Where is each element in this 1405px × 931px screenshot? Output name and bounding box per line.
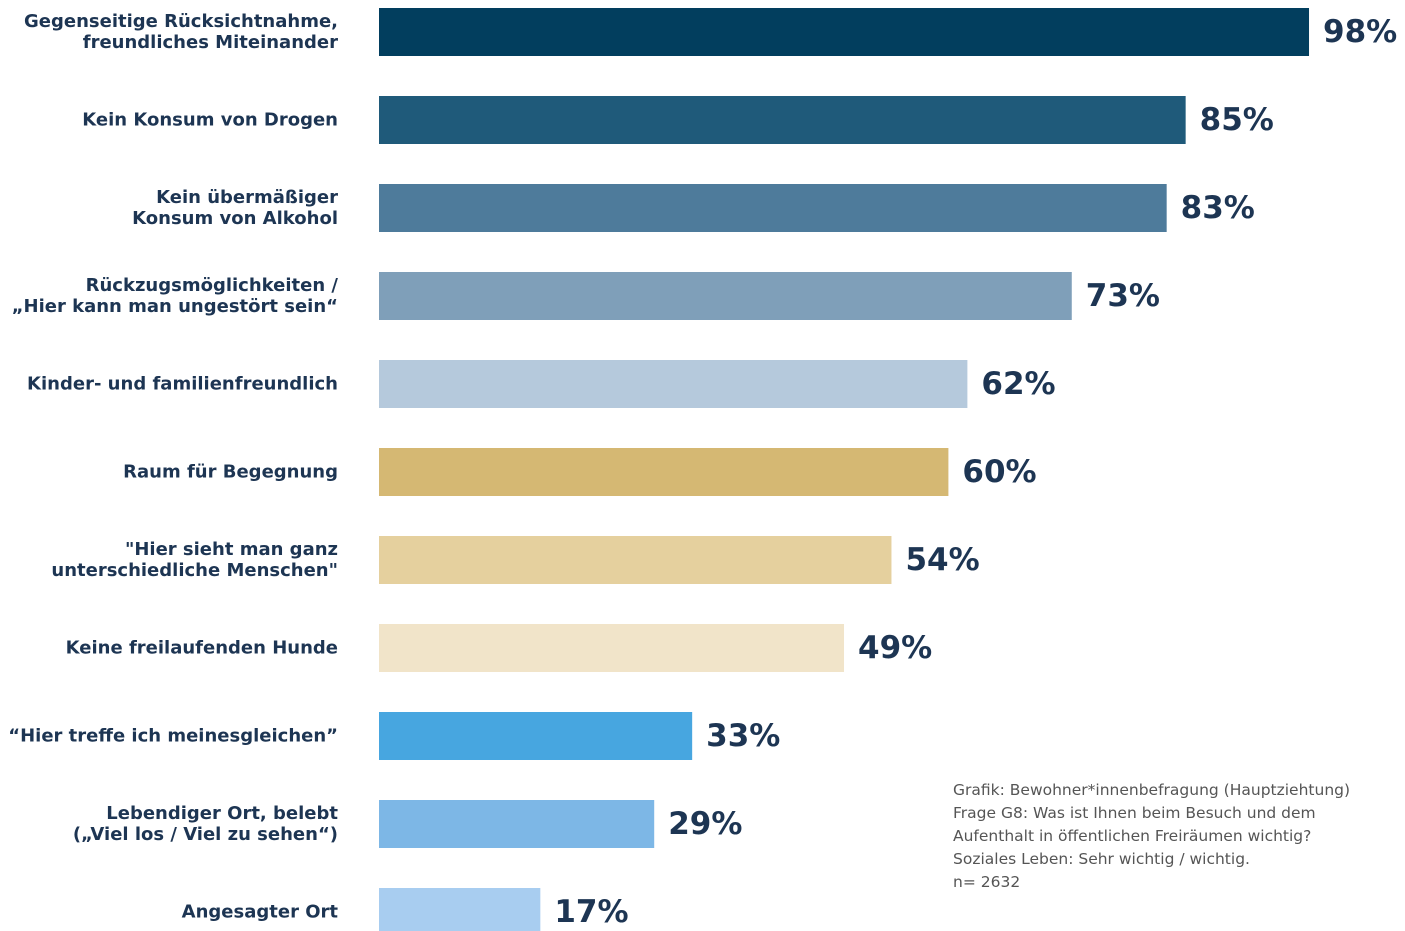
bar <box>379 888 541 931</box>
bar <box>379 800 655 848</box>
value-label: 83% <box>1180 190 1255 226</box>
category-label: "Hier sieht man ganz unterschiedliche Me… <box>51 539 338 581</box>
note-line: Soziales Leben: Sehr wichtig / wichtig. <box>953 850 1250 868</box>
value-label: 49% <box>858 630 933 666</box>
note: Grafik: Bewohner*innenbefragung (Hauptzi… <box>953 779 1350 894</box>
bar <box>379 272 1072 320</box>
value-label: 33% <box>706 718 781 754</box>
value-label: 73% <box>1085 278 1160 314</box>
category-label: Keine freilaufenden Hunde <box>65 637 338 659</box>
bar <box>379 448 949 496</box>
value-label: 17% <box>554 894 629 930</box>
value-label: 60% <box>962 454 1037 490</box>
value-label: 29% <box>668 806 743 842</box>
value-label: 85% <box>1199 102 1274 138</box>
bar <box>379 96 1186 144</box>
bar <box>379 712 693 760</box>
value-label: 62% <box>981 366 1056 402</box>
category-label: Kein Konsum von Drogen <box>82 109 338 131</box>
category-label: Angesagter Ort <box>181 901 338 923</box>
value-label: 54% <box>905 542 980 578</box>
bar <box>379 184 1167 232</box>
bar <box>379 8 1310 56</box>
category-label: Kinder- und familienfreundlich <box>27 373 338 395</box>
bar <box>379 624 845 672</box>
bar <box>379 360 968 408</box>
category-label: Lebendiger Ort, belebt („Viel los / Viel… <box>72 803 338 845</box>
note-line: n= 2632 <box>953 873 1021 891</box>
category-label: Gegenseitige Rücksichtnahme, freundliche… <box>24 11 338 53</box>
category-label: Raum für Begegnung <box>123 461 338 483</box>
note-line: Aufenthalt in öffentlichen Freiräumen wi… <box>953 827 1312 845</box>
bar <box>379 536 892 584</box>
category-label: “Hier treffe ich meinesgleichen” <box>8 725 338 747</box>
value-label: 98% <box>1323 14 1398 50</box>
note-line: Frage G8: Was ist Ihnen beim Besuch und … <box>953 804 1316 822</box>
category-label: Rückzugsmöglichkeiten / „Hier kann man u… <box>11 275 338 317</box>
category-label: Kein übermäßiger Konsum von Alkohol <box>132 187 338 229</box>
note-line: Grafik: Bewohner*innenbefragung (Hauptzi… <box>953 781 1351 799</box>
